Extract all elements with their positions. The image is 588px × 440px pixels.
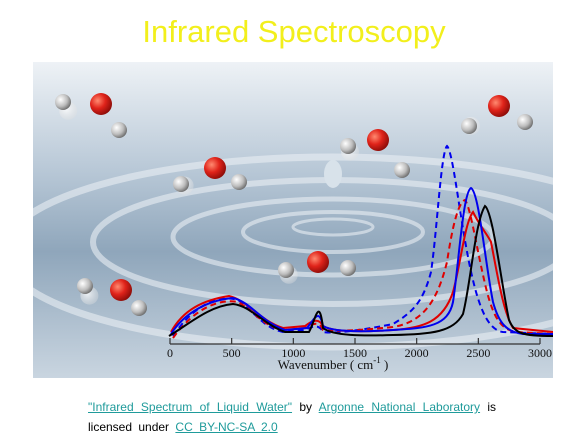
x-tick-label: 500 (223, 346, 241, 360)
x-tick-label: 2500 (466, 346, 490, 360)
link-author[interactable]: Argonne National Laboratory (318, 400, 481, 414)
hydrogen-atom (461, 118, 477, 134)
figure: Wavenumber ( cm-1 ) 0 500 1000 1500 2000 2500… (33, 62, 553, 378)
hydrogen-atom (340, 138, 356, 154)
caption-by: by (299, 400, 313, 414)
x-axis-label-main: Wavenumber ( cm (278, 357, 374, 372)
x-tick-label: 2000 (405, 346, 429, 360)
oxygen-atom (367, 129, 389, 151)
oxygen-atom (110, 279, 132, 301)
x-tick-label: 1000 (281, 346, 305, 360)
hydrogen-atom (278, 262, 294, 278)
hydrogen-atom (77, 278, 93, 294)
oxygen-atom (90, 93, 112, 115)
x-axis-label: Wavenumber ( cm-1 ) (278, 355, 389, 372)
hydrogen-atom (231, 174, 247, 190)
hydrogen-atom (111, 122, 127, 138)
x-axis-label-end: ) (381, 357, 389, 372)
slide-title: Infrared Spectroscopy (142, 14, 446, 49)
x-tick-label: 3000 (528, 346, 552, 360)
oxygen-atom (204, 157, 226, 179)
hydrogen-atom (340, 260, 356, 276)
hydrogen-atom (394, 162, 410, 178)
link-title[interactable]: "Infrared Spectrum of Liquid Water" (88, 400, 293, 414)
caption-license-text: is licensed under (88, 400, 497, 434)
caption: "Infrared Spectrum of Liquid Water" by A… (88, 397, 496, 437)
x-tick-label: 0 (167, 346, 173, 360)
x-tick-label: 1500 (343, 346, 367, 360)
hydrogen-atom (131, 300, 147, 316)
link-license[interactable]: CC BY-NC-SA 2.0 (175, 420, 278, 434)
hydrogen-atom (55, 94, 71, 110)
hydrogen-atom (173, 176, 189, 192)
x-axis-label-sup: -1 (373, 355, 381, 365)
oxygen-atom (307, 251, 329, 273)
oxygen-atom (488, 95, 510, 117)
hydrogen-atom (517, 114, 533, 130)
